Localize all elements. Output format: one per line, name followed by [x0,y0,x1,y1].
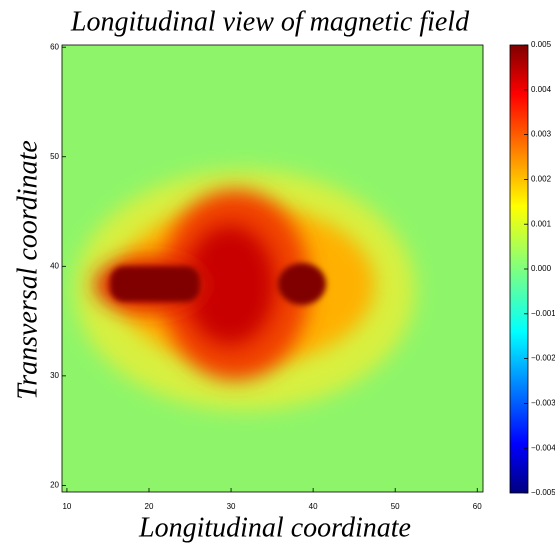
y-tick-label: 60 [50,42,59,51]
colorbar-tick-label: 0.003 [531,130,552,139]
colorbar-tick-label: −0.004 [531,443,555,452]
colorbar-tick-label: 0.004 [531,85,552,94]
chart-title: Longitudinal view of magnetic field [70,6,470,37]
field [62,45,483,492]
x-tick-label: 50 [391,502,400,511]
y-tick-label: 40 [50,261,59,270]
colorbar-tick-label: 0.001 [531,219,552,228]
x-tick-label: 30 [227,502,236,511]
y-tick-label: 20 [50,481,59,490]
y-tick-label: 30 [50,371,59,380]
x-tick-label: 20 [145,502,154,511]
x-tick-label: 10 [62,502,71,511]
colorbar-tick-label: −0.001 [531,309,555,318]
colorbar-tick-label: 0.002 [531,175,552,184]
x-axis-label: Longitudinal coordinate [138,512,411,543]
colorbar-tick-label: −0.003 [531,399,555,408]
colorbar-tick-label: −0.005 [531,488,555,497]
plot-frame [61,44,484,493]
colorbar-tick-label: 0.005 [531,40,552,49]
colorbar-tick-label: 0.000 [531,264,552,273]
x-tick-label: 60 [473,502,482,511]
colorbar-tick-label: −0.002 [531,354,555,363]
y-tick-label: 50 [50,152,59,161]
y-axis-label: Transversal coordinate [12,140,43,400]
x-tick-label: 40 [309,502,318,511]
